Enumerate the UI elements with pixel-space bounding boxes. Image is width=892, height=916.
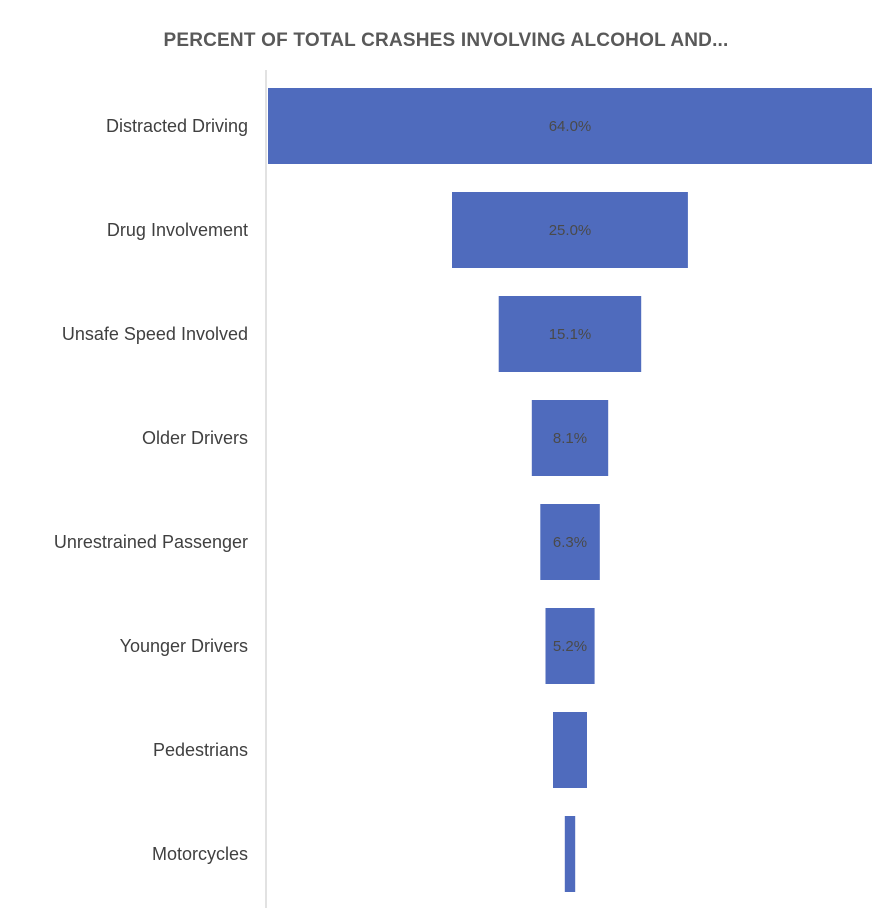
bar	[452, 192, 688, 268]
category-label: Distracted Driving	[106, 116, 248, 136]
bar	[564, 816, 576, 892]
category-labels: Distracted Driving Drug Involvement Unsafe…	[54, 116, 248, 864]
bar	[545, 608, 595, 684]
category-label: Younger Drivers	[120, 636, 248, 656]
bar	[531, 400, 609, 476]
data-labels: 64.0% 25.0% 15.1% 8.1% 6.3% 5.2%	[549, 118, 592, 655]
data-label: 5.2%	[553, 638, 587, 655]
data-label: 6.3%	[553, 534, 587, 551]
data-label: 15.1%	[549, 326, 592, 343]
chart-title: PERCENT OF TOTAL CRASHES INVOLVING ALCOH…	[163, 30, 729, 51]
bar	[268, 88, 872, 164]
bar	[498, 296, 642, 372]
data-label: 25.0%	[549, 222, 592, 239]
data-label: 64.0%	[549, 118, 592, 135]
category-label: Pedestrians	[153, 740, 248, 760]
bar-group	[268, 88, 872, 892]
category-label: Older Drivers	[142, 428, 248, 448]
category-label: Unrestrained Passenger	[54, 532, 248, 552]
data-label: 8.1%	[553, 430, 587, 447]
category-label: Drug Involvement	[107, 220, 248, 240]
category-label: Unsafe Speed Involved	[62, 324, 248, 344]
bar	[553, 712, 587, 788]
bar	[540, 504, 600, 580]
category-label: Motorcycles	[152, 844, 248, 864]
